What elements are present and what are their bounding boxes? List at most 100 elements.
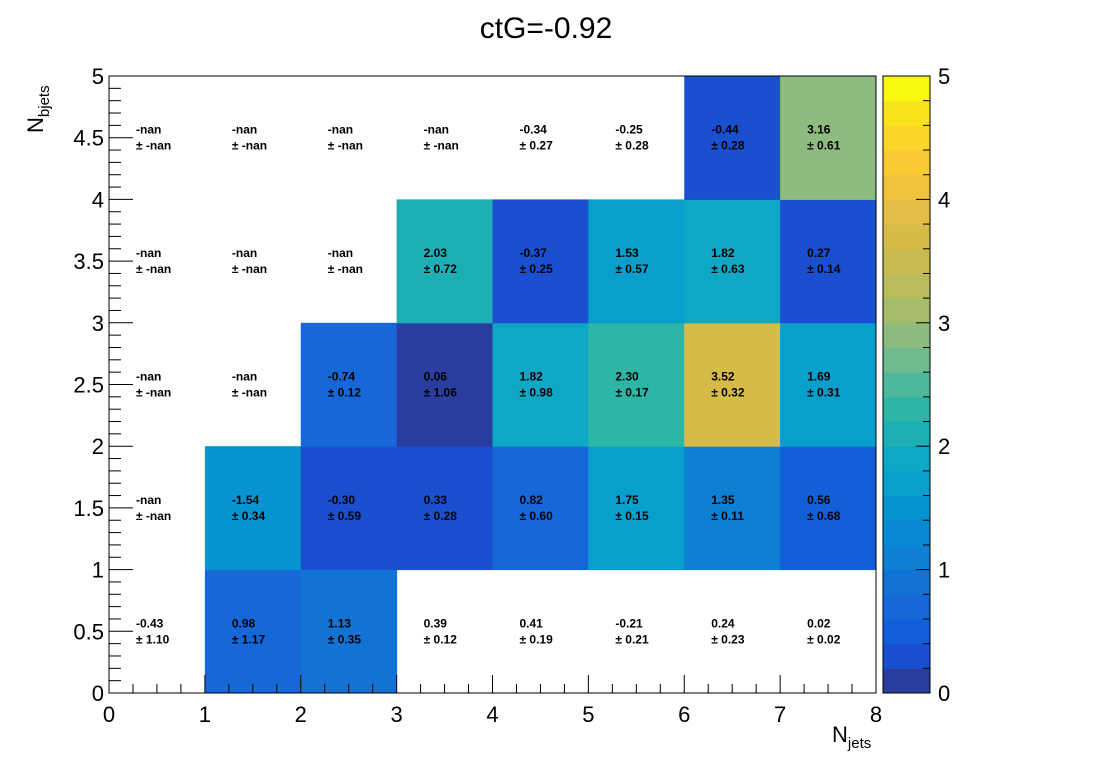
x-tick-label: 0 [103, 702, 115, 727]
color-scale-swatch [883, 569, 930, 595]
bin-error-label: ± 0.35 [328, 632, 362, 646]
bin-error-label: ± 0.31 [807, 386, 841, 400]
bin-value-label: 1.82 [711, 246, 735, 260]
bin-error-label: ± 0.19 [520, 632, 554, 646]
bin-error-label: ± 0.14 [807, 262, 841, 276]
y-tick-label: 4 [92, 187, 104, 212]
bin-value-label: 0.24 [711, 616, 735, 630]
color-scale-swatch [883, 174, 930, 200]
color-scale-swatch [883, 396, 930, 423]
heatmap-cell [396, 199, 493, 324]
bin-value-label: 3.16 [807, 123, 831, 137]
bin-value-label: 2.03 [424, 246, 448, 260]
bin-error-label: ± 0.28 [615, 139, 649, 153]
bin-value-label: 1.69 [807, 370, 831, 384]
y-tick-label: 5 [92, 64, 104, 89]
y-tick-label: 2 [92, 434, 104, 459]
heatmap-cell [588, 322, 685, 447]
bin-value-label: 0.56 [807, 493, 831, 507]
x-axis-title-sub: jets [847, 735, 871, 752]
x-tick-label: 8 [870, 702, 882, 727]
heatmap-cell [492, 446, 589, 571]
bin-error-label: ± 0.57 [615, 262, 649, 276]
color-scale-swatch [883, 643, 930, 669]
color-scale-swatch [883, 224, 930, 250]
heatmap-cell [300, 322, 398, 447]
color-scale-swatch [883, 125, 930, 151]
bin-value-label: -nan [136, 493, 161, 507]
bin-value-label: -0.21 [615, 616, 643, 630]
y-axis-title-sub: bjets [36, 85, 53, 117]
color-scale-tick-label: 0 [938, 681, 950, 706]
y-tick-label: 1 [92, 558, 104, 583]
bin-value-label: -0.25 [615, 123, 643, 137]
color-scale-swatch [883, 421, 930, 447]
bin-labels: -0.43 ± 1.10 0.98 ± 1.17 1.13 ± 0.35 0.39 ± 0.1… [136, 123, 841, 647]
x-tick-label: 6 [678, 702, 690, 727]
bin-error-label: ± 1.10 [136, 632, 170, 646]
bin-error-label: ± 0.59 [328, 509, 362, 523]
bin-error-label: ± 0.27 [520, 139, 554, 153]
bin-value-label: 1.13 [328, 616, 352, 630]
color-scale-swatch [883, 100, 930, 126]
y-axis-title-main: N [23, 117, 48, 133]
y-axis-title: Nbjets [23, 85, 53, 133]
color-scale: 0 1 2 3 4 5 [882, 64, 950, 706]
y-tick-label: 3 [92, 311, 104, 336]
bin-value-label: 0.02 [807, 616, 831, 630]
bin-value-label: 1.53 [615, 246, 639, 260]
heatmap-cell [588, 446, 685, 571]
y-tick-label: 2.5 [73, 373, 104, 398]
y-tick-label: 1.5 [73, 496, 104, 521]
color-scale-swatch [883, 347, 930, 373]
tick-labels: 0 1 2 3 4 5 6 7 8 0 0.5 1 1.5 2 2.5 3 3.5 4 4.5 5 [73, 64, 882, 727]
color-scale-swatch [883, 199, 930, 225]
heatmap-cell [492, 322, 589, 447]
bin-value-label: -0.43 [136, 616, 164, 630]
bin-value-label: -0.44 [711, 123, 739, 137]
bin-value-label: -nan [136, 370, 161, 384]
heatmap-cell [396, 322, 493, 447]
x-tick-label: 5 [582, 702, 594, 727]
heatmap-cell [684, 322, 781, 447]
heatmap-cell [684, 199, 781, 324]
bin-error-label: ± -nan [136, 139, 171, 153]
bin-value-label: 1.35 [711, 493, 735, 507]
bin-error-label: ± -nan [424, 139, 459, 153]
heatmap-cell [204, 569, 302, 694]
heatmap-cell [780, 76, 877, 200]
bin-error-label: ± 0.98 [520, 386, 554, 400]
bin-error-label: ± -nan [136, 386, 171, 400]
color-scale-swatch [883, 150, 930, 176]
color-scale-swatch [883, 76, 930, 102]
bin-error-label: ± 0.28 [424, 509, 458, 523]
color-scale-tick-label: 2 [938, 434, 950, 459]
heatmap-cell [588, 199, 685, 324]
bin-value-label: -nan [328, 246, 353, 260]
bin-error-label: ± 0.25 [520, 262, 554, 276]
bin-error-label: ± -nan [328, 139, 363, 153]
bin-value-label: -0.37 [520, 246, 548, 260]
bin-value-label: 0.06 [424, 370, 448, 384]
x-axis-title: Njets [832, 722, 871, 752]
bin-value-label: -1.54 [232, 493, 260, 507]
color-scale-swatch [883, 322, 930, 348]
bin-value-label: -nan [424, 123, 449, 137]
bin-error-label: ± 0.60 [520, 509, 554, 523]
heatmap-cell [684, 446, 781, 571]
color-scale-swatch [883, 618, 930, 645]
bin-value-label: 0.33 [424, 493, 448, 507]
bin-error-label: ± 0.32 [711, 386, 745, 400]
bin-value-label: 0.98 [232, 616, 256, 630]
bin-value-label: 1.82 [520, 370, 544, 384]
color-scale-swatch [883, 544, 930, 571]
bin-value-label: 0.39 [424, 616, 448, 630]
color-scale-swatch [883, 248, 930, 274]
x-axis-title-main: N [832, 722, 848, 747]
color-scale-tick-label: 3 [938, 311, 950, 336]
bin-value-label: -nan [232, 123, 257, 137]
bin-error-label: ± 1.17 [232, 632, 266, 646]
color-scale-swatch [883, 273, 930, 299]
x-tick-label: 2 [295, 702, 307, 727]
